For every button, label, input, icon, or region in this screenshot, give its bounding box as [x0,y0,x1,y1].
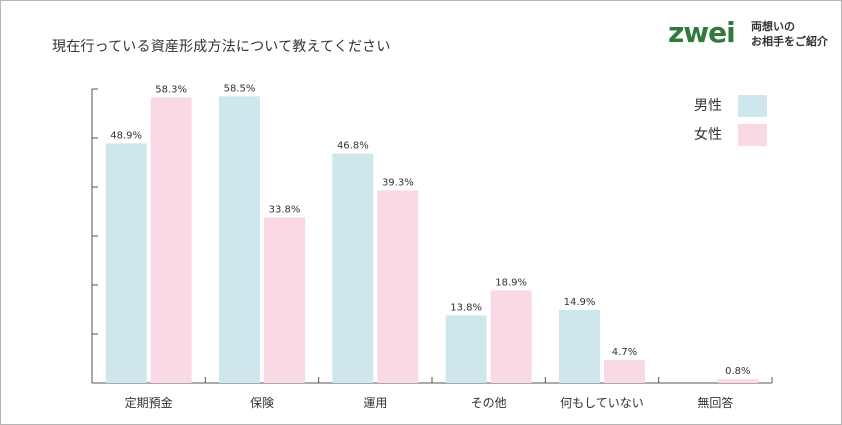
legend-label: 女性 [694,126,722,143]
value-label: 0.8% [725,366,750,377]
bar-male-2 [332,153,374,383]
logo-tagline-line2: お相手をご紹介 [751,35,828,48]
legend-swatch-male [738,95,767,117]
bar-female-4 [604,359,645,383]
chart-category-labels: 定期預金 保険 運用 その他 何もしていない 無回答 [125,395,734,410]
logo-tagline-line1: 両想いの [751,20,795,33]
zwei-logo: zwei 両想いの お相手をご紹介 [668,16,838,56]
category-label: 運用 [363,396,387,410]
category-label: 無回答 [697,395,733,410]
bar-male-1 [219,96,260,383]
category-label: 保険 [250,396,274,410]
bar-female-0 [150,97,192,383]
logo-wordmark: zwei [668,16,736,49]
category-label: その他 [471,396,507,410]
bar-female-1 [264,217,305,383]
bar-male-3 [445,315,487,383]
value-label: 46.8% [337,141,369,152]
value-label: 33.8% [269,204,301,215]
logo-tagline: 両想いの お相手をご紹介 [751,19,828,49]
value-label: 39.3% [382,177,414,188]
value-label: 13.8% [450,302,482,313]
bar-female-2 [377,190,419,383]
category-label: 何もしていない [560,396,644,410]
chart-value-labels: 48.9% 58.3% 58.5% 33.8% 46.8% 39.3% 13.8% 18.9%… [110,83,750,377]
value-label: 18.9% [495,277,527,288]
chart-title: 現在行っている資産形成方法について教えてください [52,39,391,55]
chart-bars [105,96,759,383]
legend-label: 男性 [694,98,722,114]
value-label: 14.9% [564,297,596,308]
bar-female-3 [490,290,532,383]
value-label: 58.5% [224,83,256,94]
legend-swatch-female [738,124,767,146]
value-label: 58.3% [155,84,187,95]
category-label: 定期預金 [125,395,173,410]
bar-male-4 [559,309,600,383]
bar-female-5 [717,379,759,383]
bar-male-0 [105,143,147,383]
chart-axes [91,88,773,384]
value-label: 48.9% [110,130,142,141]
value-label: 4.7% [612,347,637,358]
